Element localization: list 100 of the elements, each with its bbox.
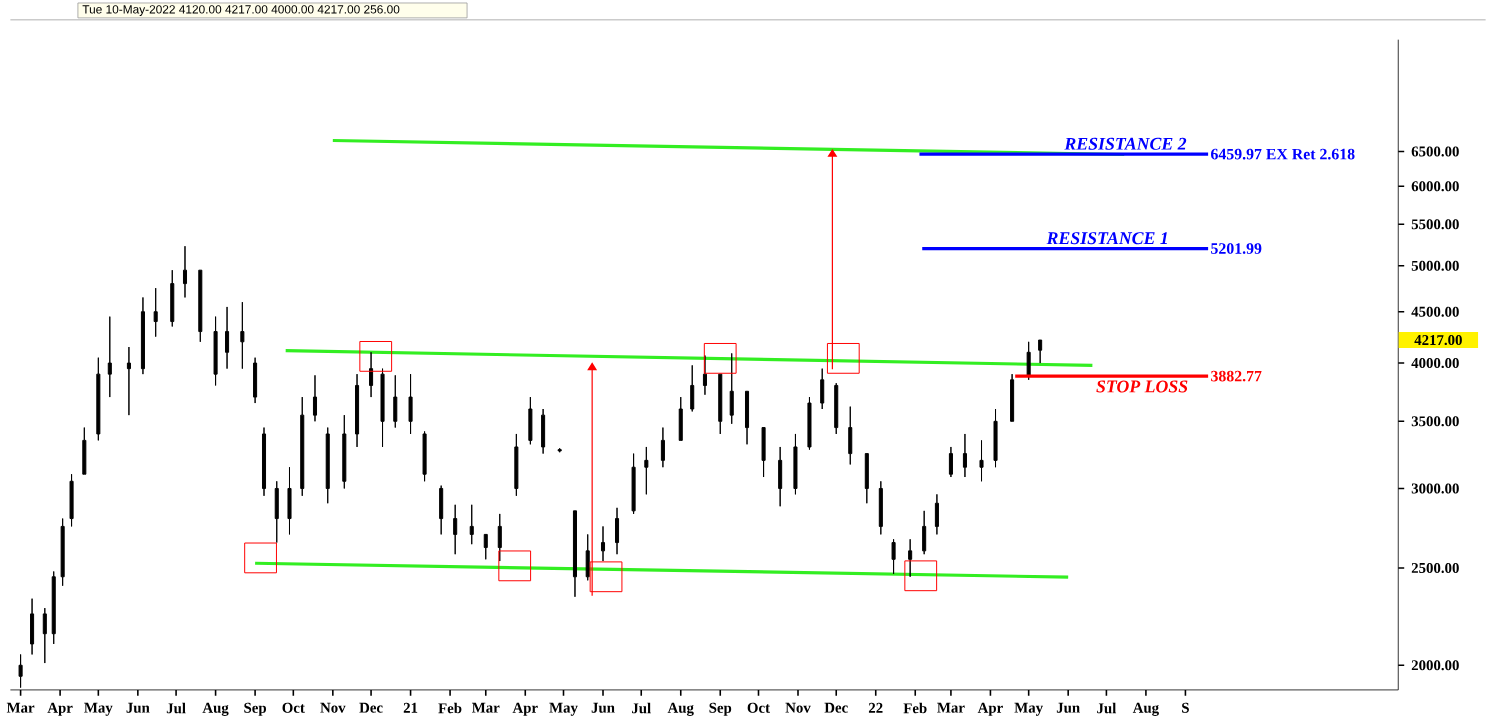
- text: Tue 10-May-2022 4120.00 4217.00 4000.00 4217.00 256.00: [82, 5, 400, 17]
- candlestick: [469, 504, 474, 545]
- y-tick-label: 6500.00: [1411, 146, 1459, 157]
- x-tick-label: Jul: [1097, 703, 1117, 714]
- candlestick: [891, 538, 896, 575]
- y-tick-label: 5000.00: [1411, 260, 1459, 272]
- candlestick: [962, 433, 967, 478]
- candlestick: [300, 396, 305, 497]
- candlestick: [615, 507, 620, 555]
- candlestick: [660, 427, 665, 468]
- x-tick-label: Sep: [709, 703, 732, 717]
- candlestick: [393, 375, 398, 429]
- x-tick-label: 21: [403, 703, 418, 713]
- x-tick-label: Oct: [282, 703, 305, 714]
- x-tick-label: Jun: [591, 703, 615, 713]
- text: 4217.00: [1414, 335, 1462, 346]
- x-tick-label: Nov: [320, 703, 346, 713]
- x-tick-label: Mar: [472, 703, 500, 713]
- candlestick: [369, 352, 374, 398]
- candlestick: [631, 453, 636, 515]
- annotation: RESISTANCE 2: [1064, 138, 1187, 151]
- candlestick: [96, 357, 101, 442]
- candlestick: [153, 287, 158, 338]
- candlestick: [170, 269, 175, 328]
- candlestick: [240, 301, 245, 370]
- y-tick-label: 4000.00: [1411, 358, 1459, 369]
- x-tick-label: Feb: [903, 703, 927, 714]
- candlestick: [483, 534, 488, 561]
- x-tick-label: May: [1014, 703, 1043, 716]
- candlestick: [1010, 373, 1015, 423]
- candlestick: [439, 485, 444, 536]
- x-tick-label: Jun: [126, 703, 150, 713]
- candlestick: [908, 538, 913, 578]
- candlestick: [355, 373, 360, 448]
- candlestick: [325, 427, 330, 504]
- candlestick: [42, 607, 47, 664]
- candlestick: [342, 414, 347, 490]
- ref-line-label: 5201.99: [1211, 243, 1262, 255]
- candlestick: [82, 427, 87, 475]
- candlestick: [60, 518, 65, 587]
- candlestick: [864, 453, 869, 504]
- candlestick: [253, 357, 258, 404]
- candlestick: [702, 355, 707, 396]
- candlestick: [778, 446, 783, 507]
- candlestick: [312, 375, 318, 423]
- candlestick: [644, 446, 649, 496]
- candlestick: [793, 433, 798, 496]
- candlestick: [408, 373, 413, 435]
- x-tick-label: Nov: [785, 703, 811, 713]
- x-tick-label: Feb: [438, 703, 462, 714]
- x-tick-label: Dec: [359, 703, 383, 713]
- candlestick: [225, 306, 230, 370]
- candlestick: [541, 408, 546, 455]
- candlestick: [878, 481, 883, 536]
- x-tick-label: Apr: [512, 703, 538, 717]
- candlestick: [572, 510, 578, 598]
- candlestick: [198, 269, 203, 343]
- x-tick-label: S: [1182, 703, 1189, 714]
- candlestick: [678, 396, 683, 442]
- x-tick-label: Jun: [1056, 703, 1080, 713]
- candlestick: [993, 408, 998, 468]
- candlestick: [422, 431, 427, 483]
- x-tick-label: Apr: [977, 703, 1003, 717]
- candlestick: [820, 368, 825, 410]
- candlestick: [514, 433, 519, 497]
- candlestick: [690, 365, 695, 413]
- y-tick-label: 2000.00: [1411, 660, 1459, 671]
- candlestick: [274, 481, 279, 544]
- x-tick-label: Mar: [937, 703, 965, 713]
- y-tick-label: 6000.00: [1411, 181, 1459, 192]
- x-tick-label: May: [549, 703, 578, 716]
- candlestick: [729, 353, 734, 425]
- candlestick: [261, 427, 267, 497]
- candlestick: [69, 473, 74, 528]
- x-tick-label: Aug: [1132, 703, 1159, 717]
- candlestick: [380, 368, 385, 448]
- candlestick: [140, 297, 145, 375]
- candlestick: [948, 446, 953, 478]
- x-tick-label: May: [84, 703, 113, 716]
- candlestick: [30, 598, 35, 656]
- y-tick-label: 5500.00: [1411, 219, 1459, 230]
- candlestick: [834, 382, 839, 435]
- x-tick-label: Aug: [667, 703, 694, 717]
- candlestick: [1026, 341, 1031, 381]
- candlestick: [934, 494, 939, 536]
- annotation: RESISTANCE 1: [1046, 232, 1167, 245]
- x-tick-label: Oct: [747, 703, 770, 714]
- x-tick-label: Apr: [47, 703, 73, 717]
- ref-line-label: 6459.97 EX Ret 2.618: [1211, 149, 1355, 160]
- candlestick: [1038, 339, 1043, 364]
- candlestick: [979, 440, 984, 483]
- y-tick-label: 3000.00: [1411, 483, 1459, 494]
- candlestick: [922, 510, 927, 555]
- candlestick: [453, 504, 458, 555]
- candlestick: [761, 427, 766, 478]
- y-tick-label: 3500.00: [1411, 416, 1459, 427]
- candlestick: [600, 526, 606, 562]
- x-tick-label: Sep: [244, 703, 267, 717]
- candlestick: [807, 396, 812, 451]
- annotation: STOP LOSS: [1096, 380, 1188, 393]
